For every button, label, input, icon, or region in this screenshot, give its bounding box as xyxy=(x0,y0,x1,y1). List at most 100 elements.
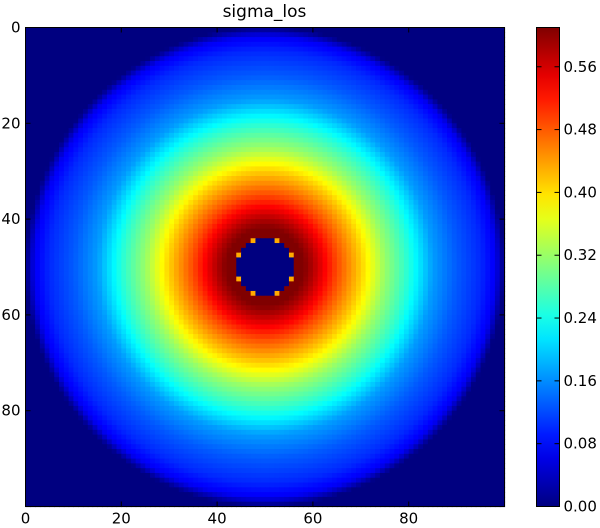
heatmap-cell xyxy=(432,238,439,244)
heatmap-cell xyxy=(130,99,137,105)
heatmap-cell xyxy=(356,152,362,158)
heatmap-cell xyxy=(442,204,448,211)
heatmap-cell xyxy=(403,228,410,235)
heatmap-cell xyxy=(293,223,300,230)
heatmap-cell xyxy=(332,65,338,72)
heatmap-cell xyxy=(456,233,462,239)
heatmap-cell xyxy=(25,185,31,191)
heatmap-cell xyxy=(269,166,276,172)
heatmap-cell xyxy=(183,132,189,139)
heatmap-cell xyxy=(288,243,295,249)
heatmap-cell xyxy=(212,238,218,244)
heatmap-cell xyxy=(308,84,314,91)
heatmap-cell xyxy=(106,142,113,148)
heatmap-cell xyxy=(73,94,79,100)
heatmap-cell xyxy=(432,171,439,177)
heatmap-cell xyxy=(207,37,213,43)
heatmap-cell xyxy=(255,152,261,158)
heatmap-cell xyxy=(173,262,180,268)
heatmap-cell xyxy=(260,147,266,153)
heatmap-cell xyxy=(360,137,367,144)
heatmap-cell xyxy=(298,99,304,105)
heatmap-cell xyxy=(236,161,242,168)
heatmap-cell xyxy=(341,75,348,81)
heatmap-cell xyxy=(322,61,328,67)
heatmap-cell xyxy=(188,180,194,187)
heatmap-cell xyxy=(475,262,482,268)
heatmap-cell xyxy=(25,180,31,187)
heatmap-cell xyxy=(164,41,170,48)
heatmap-cell xyxy=(394,175,400,182)
heatmap-cell xyxy=(408,190,415,196)
heatmap-cell xyxy=(403,118,410,124)
heatmap-cell xyxy=(202,80,209,86)
heatmap-cell xyxy=(456,37,462,43)
heatmap-cell xyxy=(255,51,261,57)
heatmap-cell xyxy=(494,80,501,86)
heatmap-cell xyxy=(490,147,496,153)
heatmap-cell xyxy=(197,180,204,187)
heatmap-cell xyxy=(59,257,65,263)
heatmap-cell xyxy=(490,46,496,53)
heatmap-cell xyxy=(461,41,467,48)
heatmap-cell xyxy=(241,37,247,43)
heatmap-cell xyxy=(82,147,89,153)
heatmap-cell xyxy=(423,233,429,239)
heatmap-cell xyxy=(494,113,501,120)
heatmap-cell xyxy=(403,161,410,168)
heatmap-cell xyxy=(193,262,199,268)
heatmap-cell xyxy=(485,84,491,91)
heatmap-cell xyxy=(322,233,328,239)
heatmap-cell xyxy=(432,214,439,220)
heatmap-cell xyxy=(341,262,348,268)
heatmap-cell xyxy=(375,238,381,244)
heatmap-cell xyxy=(370,27,376,33)
heatmap-cell xyxy=(279,37,285,43)
heatmap-cell xyxy=(466,166,472,172)
heatmap-cell xyxy=(150,41,156,48)
heatmap-cell xyxy=(269,32,276,38)
heatmap-cell xyxy=(121,51,127,57)
heatmap-cell xyxy=(221,118,228,124)
heatmap-cell xyxy=(221,99,228,105)
heatmap-cell xyxy=(365,27,371,33)
heatmap-cell xyxy=(274,243,280,249)
heatmap-cell xyxy=(451,108,458,115)
heatmap-cell xyxy=(35,243,41,249)
heatmap-cell xyxy=(159,32,166,38)
heatmap-cell xyxy=(494,84,501,91)
heatmap-cell xyxy=(494,51,501,57)
heatmap-cell xyxy=(193,75,199,81)
heatmap-cell xyxy=(106,80,113,86)
heatmap-cell xyxy=(236,61,242,67)
heatmap-cell xyxy=(126,233,132,239)
heatmap-cell xyxy=(212,128,218,134)
heatmap-cell xyxy=(150,123,156,129)
heatmap-cell xyxy=(360,209,367,215)
heatmap-cell xyxy=(375,61,381,67)
heatmap-cell xyxy=(308,94,314,100)
heatmap-cell xyxy=(97,61,103,67)
heatmap-cell xyxy=(169,180,175,187)
heatmap-cell xyxy=(226,180,233,187)
heatmap-cell xyxy=(332,137,338,144)
heatmap-cell xyxy=(82,56,89,62)
heatmap-cell xyxy=(169,152,175,158)
heatmap-cell xyxy=(418,180,424,187)
heatmap-cell xyxy=(288,132,295,139)
heatmap-cell xyxy=(418,257,424,263)
heatmap-cell xyxy=(341,128,348,134)
heatmap-cell xyxy=(35,84,41,91)
heatmap-cell xyxy=(375,243,381,249)
heatmap-cell xyxy=(49,243,55,249)
heatmap-cell xyxy=(451,75,458,81)
heatmap-cell xyxy=(490,238,496,244)
heatmap-cell xyxy=(370,123,376,129)
heatmap-cell xyxy=(68,195,74,201)
heatmap-cell xyxy=(279,75,285,81)
heatmap-cell xyxy=(360,219,367,225)
heatmap-cell xyxy=(379,123,386,129)
heatmap-cell xyxy=(140,190,146,196)
heatmap-cell xyxy=(298,75,304,81)
heatmap-cell xyxy=(126,89,132,96)
